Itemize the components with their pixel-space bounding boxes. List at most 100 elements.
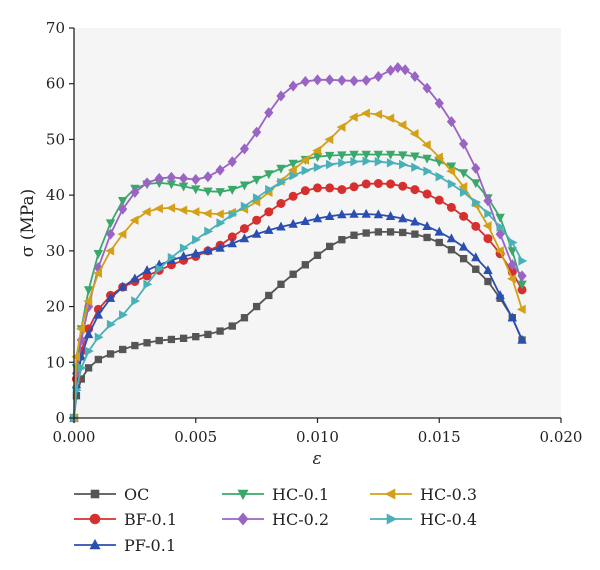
y-tick-label: 20 bbox=[46, 298, 65, 316]
data-point bbox=[349, 208, 359, 218]
data-point bbox=[301, 165, 311, 176]
data-point bbox=[288, 159, 298, 169]
data-point bbox=[483, 195, 493, 207]
data-point bbox=[252, 215, 262, 225]
legend-marker bbox=[237, 512, 249, 526]
data-point bbox=[459, 187, 469, 198]
data-point bbox=[399, 228, 407, 237]
data-point bbox=[166, 203, 176, 213]
data-point bbox=[300, 155, 309, 165]
data-point bbox=[362, 156, 372, 166]
data-point bbox=[373, 178, 383, 188]
data-point bbox=[276, 199, 286, 209]
data-point bbox=[494, 246, 504, 256]
data-point bbox=[385, 150, 396, 160]
data-point bbox=[155, 263, 165, 274]
data-point bbox=[447, 179, 457, 189]
series-layer bbox=[68, 62, 528, 424]
data-point bbox=[472, 197, 482, 208]
data-point bbox=[373, 209, 384, 219]
data-point bbox=[239, 224, 249, 234]
data-point bbox=[421, 140, 431, 150]
data-point bbox=[228, 322, 236, 330]
data-point bbox=[517, 270, 527, 282]
data-point bbox=[214, 209, 224, 219]
y-tick-label: 30 bbox=[46, 242, 65, 260]
data-point bbox=[77, 363, 87, 373]
data-point bbox=[326, 242, 334, 251]
data-point bbox=[483, 234, 493, 244]
data-point bbox=[203, 171, 213, 183]
data-point bbox=[204, 226, 214, 237]
data-point bbox=[190, 207, 200, 217]
data-point bbox=[410, 216, 420, 226]
data-point bbox=[410, 152, 420, 162]
y-tick-label: 0 bbox=[55, 409, 65, 427]
data-point bbox=[458, 169, 469, 179]
data-point bbox=[239, 143, 250, 155]
data-point bbox=[83, 286, 94, 296]
data-point bbox=[484, 208, 494, 219]
data-point bbox=[374, 157, 384, 167]
data-point bbox=[301, 261, 309, 269]
data-point bbox=[117, 229, 127, 239]
data-point bbox=[288, 191, 298, 201]
x-tick-label: 0.020 bbox=[540, 428, 583, 446]
data-point bbox=[118, 281, 128, 291]
data-point bbox=[251, 228, 262, 238]
legend-item: OC bbox=[74, 485, 149, 504]
data-point bbox=[215, 164, 225, 176]
data-point bbox=[202, 208, 212, 219]
data-point bbox=[192, 332, 200, 341]
data-point bbox=[471, 252, 481, 262]
data-point bbox=[349, 182, 359, 192]
legend-item: BF-0.1 bbox=[74, 510, 177, 529]
data-point bbox=[495, 290, 505, 300]
data-point bbox=[239, 181, 250, 191]
data-point bbox=[154, 172, 164, 184]
data-point bbox=[93, 249, 104, 259]
data-point bbox=[398, 181, 408, 191]
x-tick-label: 0.010 bbox=[296, 428, 339, 446]
data-point bbox=[399, 159, 408, 170]
data-point bbox=[265, 291, 273, 300]
legend-item: PF-0.1 bbox=[74, 536, 176, 555]
data-point bbox=[264, 107, 274, 119]
data-point bbox=[84, 346, 94, 356]
data-point bbox=[410, 70, 420, 82]
data-point bbox=[422, 82, 432, 94]
data-point bbox=[288, 80, 298, 92]
data-point bbox=[422, 221, 432, 231]
data-point bbox=[446, 116, 457, 128]
data-point bbox=[141, 207, 151, 217]
legend-label: HC-0.1 bbox=[272, 485, 329, 504]
data-point bbox=[459, 138, 469, 150]
data-point bbox=[289, 170, 299, 181]
data-point bbox=[83, 296, 93, 306]
data-point bbox=[215, 242, 225, 252]
series-hc-0-4 bbox=[70, 156, 528, 423]
data-point bbox=[300, 216, 311, 225]
data-point bbox=[361, 179, 371, 189]
data-point bbox=[143, 339, 151, 347]
data-point bbox=[326, 159, 335, 170]
legend-marker bbox=[89, 538, 101, 550]
data-point bbox=[312, 183, 322, 193]
legend-label: HC-0.2 bbox=[272, 510, 329, 529]
data-point bbox=[423, 233, 431, 242]
data-point bbox=[350, 157, 360, 167]
data-point bbox=[446, 166, 456, 176]
data-point bbox=[410, 185, 420, 195]
data-point bbox=[325, 74, 335, 86]
data-point bbox=[324, 134, 334, 145]
legend-marker bbox=[237, 489, 249, 501]
data-point bbox=[276, 164, 286, 174]
data-point bbox=[252, 302, 261, 311]
series-line bbox=[73, 112, 523, 419]
data-point bbox=[325, 183, 335, 193]
data-point bbox=[264, 170, 274, 180]
data-point bbox=[517, 334, 527, 344]
data-point bbox=[178, 172, 189, 184]
y-tick-label: 70 bbox=[46, 19, 65, 37]
